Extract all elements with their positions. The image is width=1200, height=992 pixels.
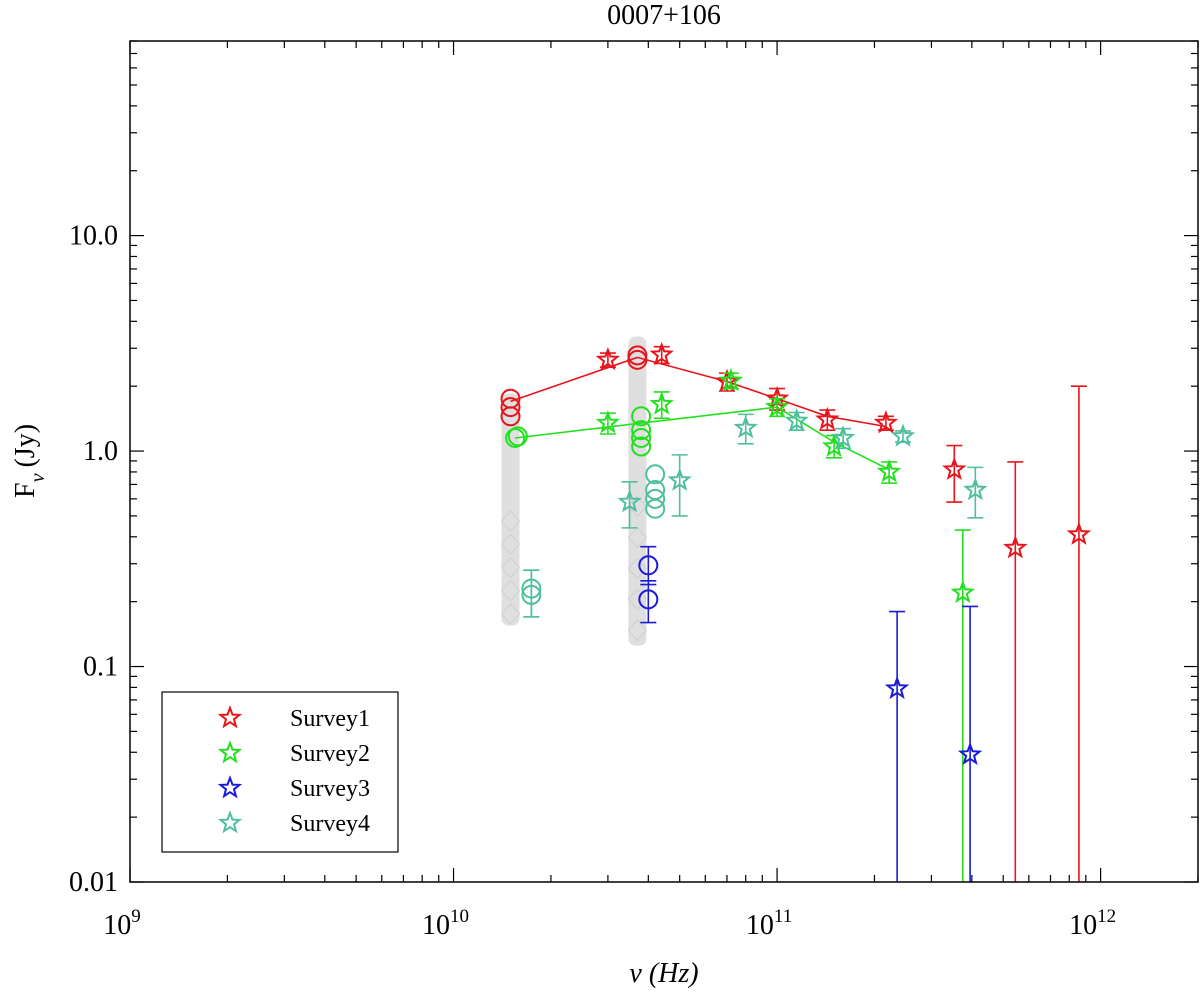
- legend-marker-survey3: [217, 775, 243, 799]
- survey1-star-point: [1003, 535, 1028, 559]
- y-axis-label-unit: (Jy): [10, 424, 41, 468]
- x-tick-label: 109: [103, 906, 141, 941]
- survey2-star-point: [718, 367, 744, 392]
- survey4-star-point: [890, 423, 916, 447]
- survey4-circle-point: [645, 479, 666, 500]
- gray-flux-range: [628, 336, 647, 646]
- gray-diamond-marker: [627, 557, 648, 580]
- gray-diamond-marker: [500, 603, 521, 625]
- survey1-star-point: [595, 347, 621, 371]
- axis-ticks: 109 1010 1011 1012 0.01 0.1 1.0 10.0: [69, 40, 1199, 941]
- x-axis-label: ν (Hz): [629, 958, 698, 989]
- x-tick-label: 1012: [1069, 906, 1116, 941]
- survey4-star-point: [667, 467, 692, 491]
- gray-diamond-marker: [500, 556, 521, 579]
- survey4-circle-point: [645, 464, 666, 485]
- svg-text:Fν(Jy): Fν (Jy): [10, 424, 49, 498]
- survey2-circle-point: [507, 426, 528, 447]
- survey1-circle-point: [500, 397, 521, 418]
- survey1-star-point: [649, 341, 674, 366]
- legend-marker-survey4: [217, 810, 243, 834]
- legend-label-survey4: Survey4: [290, 811, 370, 837]
- legend-label-survey3: Survey3: [290, 776, 370, 802]
- survey1-star-point: [942, 456, 967, 481]
- x-tick-label: 1011: [746, 906, 792, 941]
- survey1-star-point: [815, 406, 840, 431]
- survey2-circle-point: [631, 420, 652, 441]
- y-axis-label-main: F: [10, 482, 41, 498]
- data-layer: [500, 341, 1092, 882]
- survey4-star-point: [617, 489, 642, 513]
- legend-marker-survey1: [217, 705, 243, 729]
- survey2-star-point: [595, 410, 621, 434]
- survey2-star-point: [950, 579, 976, 604]
- survey3-circle-point: [638, 589, 659, 610]
- gray-diamond-marker: [627, 619, 648, 641]
- survey1-circle-point: [500, 388, 521, 409]
- survey1-star-point: [1066, 521, 1092, 545]
- gray-diamond-marker: [500, 510, 521, 532]
- survey2-circle-point: [631, 427, 652, 448]
- gray-diamond-marker: [627, 588, 648, 611]
- gray-diamond-marker: [500, 579, 521, 602]
- gray-diamond-marker: [627, 526, 648, 549]
- y-tick-label: 10.0: [69, 221, 118, 252]
- survey1-star-point: [714, 368, 740, 393]
- x-tick-label: 1010: [422, 906, 469, 941]
- y-tick-label: 0.1: [83, 652, 118, 683]
- survey2-circle-point: [631, 406, 652, 427]
- survey4-circle-point: [521, 578, 542, 599]
- survey2-circle-point: [505, 427, 526, 448]
- legend-label-survey1: Survey1: [290, 706, 370, 732]
- survey1-circle-point: [627, 345, 648, 366]
- survey2-star-point: [649, 391, 674, 415]
- survey1-line: [510, 356, 887, 428]
- y-axis-label-sub: ν: [27, 473, 49, 482]
- legend-box: [161, 691, 399, 853]
- survey3-star-point: [957, 741, 983, 766]
- gray-flux-range: [501, 393, 520, 626]
- gray-band-layer: [500, 336, 648, 646]
- survey3-star-point: [884, 675, 910, 700]
- legend: Survey1 Survey2 Survey3 Survey4: [161, 691, 399, 853]
- chart-title: 0007+106: [607, 0, 721, 31]
- survey1-circle-point: [627, 349, 648, 370]
- y-axis-label: Fν (Jy): [10, 424, 49, 498]
- gray-diamond-marker: [627, 495, 648, 518]
- survey2-star-point: [764, 394, 790, 418]
- survey2-star-point: [876, 459, 902, 483]
- survey4-star-point: [830, 425, 856, 449]
- survey4-star-point: [784, 408, 809, 432]
- gray-diamond-marker: [500, 533, 521, 556]
- survey3-circle-point: [638, 555, 659, 576]
- survey4-star-point: [733, 415, 758, 439]
- y-tick-label: 0.01: [69, 867, 118, 898]
- legend-label-survey2: Survey2: [290, 741, 370, 767]
- survey4-star-point: [963, 477, 988, 501]
- survey4-circle-point: [645, 488, 666, 509]
- survey2-circle-point: [631, 436, 652, 457]
- legend-marker-survey2: [217, 740, 243, 764]
- survey1-star-point: [873, 410, 899, 434]
- y-tick-label: 1.0: [83, 436, 118, 467]
